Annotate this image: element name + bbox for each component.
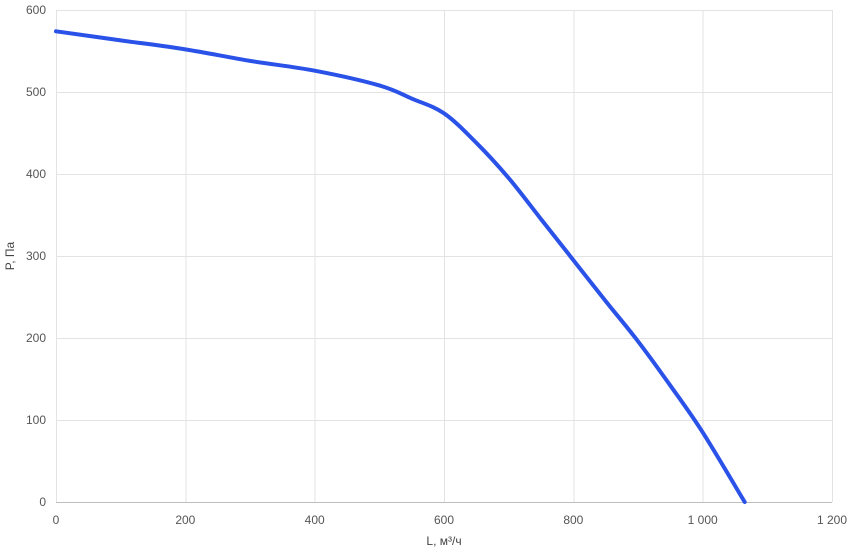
grid xyxy=(56,10,833,502)
x-tick-label-6: 1 200 xyxy=(817,513,847,527)
y-axis-title: P, Па xyxy=(3,241,17,270)
y-tick-label-4: 400 xyxy=(26,167,46,181)
y-tick-label-5: 500 xyxy=(26,85,46,99)
y-tick-label-0: 0 xyxy=(39,495,46,509)
x-tick-label-0: 0 xyxy=(53,513,60,527)
x-tick-label-1: 200 xyxy=(175,513,195,527)
y-tick-label-6: 600 xyxy=(26,3,46,17)
x-axis-title: L, м³/ч xyxy=(426,534,461,548)
y-tick-label-1: 100 xyxy=(26,413,46,427)
x-tick-label-2: 400 xyxy=(305,513,325,527)
series-layer xyxy=(54,29,747,504)
y-tick-label-2: 200 xyxy=(26,331,46,345)
x-tick-label-5: 1 000 xyxy=(688,513,718,527)
tick-labels: 0 200 400 600 800 1 000 1 200 0 100 200 300 400 500 6… xyxy=(26,3,847,527)
y-tick-label-3: 300 xyxy=(26,249,46,263)
x-tick-label-4: 800 xyxy=(563,513,583,527)
x-tick-label-3: 600 xyxy=(434,513,454,527)
series-line-0 xyxy=(54,29,747,504)
